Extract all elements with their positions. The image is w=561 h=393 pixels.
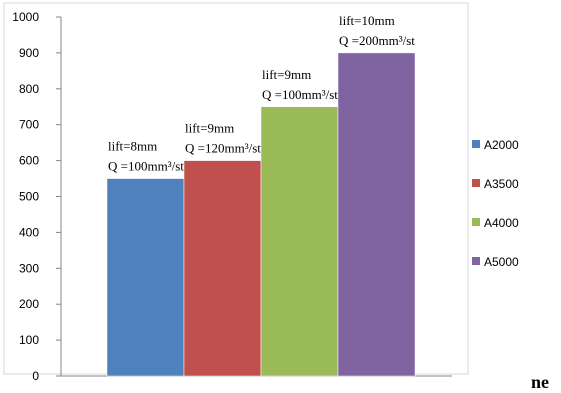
bar-a5000 bbox=[337, 52, 416, 377]
legend-label-a3500: A3500 bbox=[484, 177, 519, 191]
y-tick-label: 100 bbox=[19, 333, 39, 347]
y-tick-label: 1000 bbox=[12, 10, 39, 24]
legend-swatch-a5000 bbox=[472, 257, 480, 265]
y-tick-label: 300 bbox=[19, 261, 39, 275]
y-tick-label: 200 bbox=[19, 297, 39, 311]
bar-annotation-a4000: Q =100mm³/st bbox=[262, 87, 338, 102]
bar-a4000 bbox=[260, 106, 339, 377]
bar-a2000 bbox=[106, 178, 185, 377]
bar-annotation-a5000: Q =200mm³/st bbox=[339, 33, 415, 48]
y-tick-label: 900 bbox=[19, 46, 39, 60]
bar-annotation-a4000: lift=9mm bbox=[262, 67, 311, 82]
y-tick-label: 0 bbox=[32, 369, 39, 383]
corner-text: ne bbox=[531, 372, 549, 392]
bar-annotation-a3500: Q =120mm³/st bbox=[185, 141, 261, 156]
y-tick-label: 600 bbox=[19, 154, 39, 168]
y-tick-label: 400 bbox=[19, 225, 39, 239]
bar-annotation-a3500: lift=9mm bbox=[185, 121, 234, 136]
bar-annotations: lift=8mm Q =100mm³/st lift=9mm Q =120mm³/st… bbox=[108, 13, 415, 174]
bar-annotation-a2000: lift=8mm bbox=[108, 139, 157, 154]
bar-annotation-a2000: Q =100mm³/st bbox=[108, 159, 184, 174]
legend-swatch-a4000 bbox=[472, 218, 480, 226]
bars bbox=[106, 52, 416, 377]
y-tick-label: 800 bbox=[19, 82, 39, 96]
y-tick-label: 700 bbox=[19, 118, 39, 132]
y-axis-ticks: 0 100 200 300 400 500 600 700 800 900 1000 bbox=[12, 10, 61, 383]
legend-swatch-a2000 bbox=[472, 140, 480, 148]
legend-label-a2000: A2000 bbox=[484, 138, 519, 152]
legend: A2000 A3500 A4000 A5000 bbox=[472, 138, 519, 269]
legend-label-a5000: A5000 bbox=[484, 255, 519, 269]
legend-label-a4000: A4000 bbox=[484, 216, 519, 230]
legend-swatch-a3500 bbox=[472, 179, 480, 187]
bar-a3500 bbox=[183, 160, 262, 377]
bar-annotation-a5000: lift=10mm bbox=[339, 13, 395, 28]
y-tick-label: 500 bbox=[19, 190, 39, 204]
